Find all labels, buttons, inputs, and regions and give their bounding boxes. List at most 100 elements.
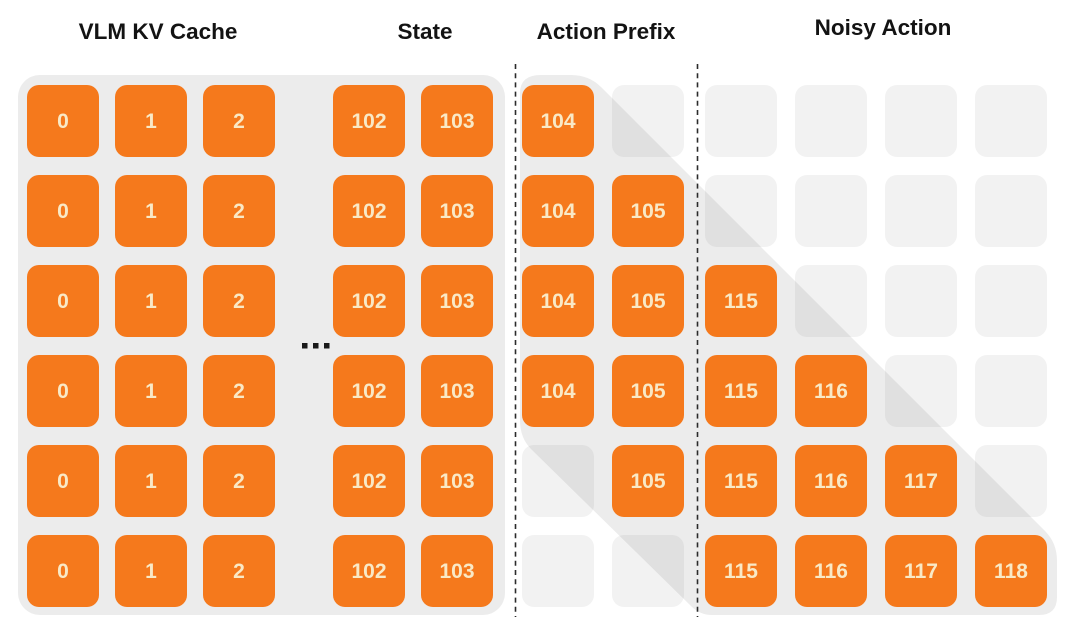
token-cell-label: 103 — [439, 470, 474, 493]
token-cell — [421, 535, 493, 607]
token-cell — [612, 265, 684, 337]
empty-cell — [522, 535, 594, 607]
empty-cell — [885, 265, 957, 337]
token-cell-label: 104 — [540, 290, 575, 313]
token-cell-label: 0 — [57, 380, 69, 403]
token-cell-label: 0 — [57, 560, 69, 583]
dividers — [514, 64, 699, 617]
token-cell — [115, 175, 187, 247]
token-cell-label: 116 — [814, 560, 848, 583]
token-cell — [333, 535, 405, 607]
empty-cell — [612, 535, 684, 607]
token-cell — [115, 355, 187, 427]
token-cell — [333, 445, 405, 517]
token-cell — [203, 355, 275, 427]
token-cell-label: 2 — [233, 470, 245, 493]
token-cell — [885, 445, 957, 517]
token-cell — [612, 355, 684, 427]
token-cell-label: 102 — [351, 470, 386, 493]
token-cell-label: 116 — [814, 380, 848, 403]
empty-cell — [795, 265, 867, 337]
token-cell — [522, 85, 594, 157]
token-cell — [203, 265, 275, 337]
section-label-state: State — [397, 19, 452, 44]
token-cell — [203, 445, 275, 517]
empty-cell — [975, 445, 1047, 517]
token-cell — [421, 265, 493, 337]
token-cell — [27, 355, 99, 427]
token-cell-label: 105 — [630, 470, 665, 493]
token-cell — [795, 535, 867, 607]
token-cell-label: 0 — [57, 200, 69, 223]
token-cell — [421, 175, 493, 247]
token-cell — [795, 355, 867, 427]
token-cell — [522, 265, 594, 337]
token-cell — [705, 445, 777, 517]
empty-cell — [975, 175, 1047, 247]
token-cell-label: 103 — [439, 110, 474, 133]
token-cell-label: 103 — [439, 200, 474, 223]
token-cell-label: 2 — [233, 380, 245, 403]
empty-cell — [975, 355, 1047, 427]
token-cell-label: 115 — [724, 560, 758, 583]
token-cell — [795, 445, 867, 517]
token-cell-label: 102 — [351, 290, 386, 313]
token-cell — [975, 535, 1047, 607]
token-cell-label: 1 — [145, 290, 157, 313]
token-cell — [115, 445, 187, 517]
token-cell — [333, 265, 405, 337]
empty-cell — [885, 355, 957, 427]
token-cell-label: 102 — [351, 380, 386, 403]
token-cell — [333, 355, 405, 427]
token-cell-label: 0 — [57, 290, 69, 313]
token-cell — [115, 85, 187, 157]
token-cell-label: 1 — [145, 200, 157, 223]
ellipsis-dot — [313, 343, 319, 349]
empty-cell — [975, 85, 1047, 157]
token-cell-label: 0 — [57, 110, 69, 133]
section-label-vlm-kv-cache: VLM KV Cache — [79, 19, 238, 44]
token-cell — [421, 85, 493, 157]
token-cell-label: 2 — [233, 200, 245, 223]
token-cell-label: 115 — [724, 380, 758, 403]
token-cell-label: 115 — [724, 290, 758, 313]
section-label-noisy-action: Noisy Action — [815, 15, 952, 40]
token-cell — [203, 85, 275, 157]
token-cell — [705, 355, 777, 427]
token-cell-label: 117 — [904, 560, 938, 583]
empty-cell — [885, 175, 957, 247]
token-cell-label: 1 — [145, 110, 157, 133]
empty-cell — [795, 175, 867, 247]
token-cell-label: 104 — [540, 200, 575, 223]
token-cell-label: 116 — [814, 470, 848, 493]
section-label-action-prefix: Action Prefix — [537, 19, 676, 44]
token-cell-label: 1 — [145, 380, 157, 403]
token-cell — [333, 85, 405, 157]
ellipsis-dot — [324, 343, 330, 349]
token-cell — [203, 175, 275, 247]
token-cell — [705, 535, 777, 607]
token-cell-label: 104 — [540, 110, 575, 133]
token-cell — [885, 535, 957, 607]
token-cell-label: 117 — [904, 470, 938, 493]
empty-cell — [975, 265, 1047, 337]
token-cell — [522, 175, 594, 247]
empty-cell — [705, 85, 777, 157]
token-cell — [333, 175, 405, 247]
token-grid: 0 1 2 102 103 104 0 1 2 102 103 104 105 0 1 2 102 103 104 1… — [27, 85, 1047, 607]
token-cell-label: 118 — [994, 560, 1028, 583]
token-cell-label: 115 — [724, 470, 758, 493]
token-cell — [27, 445, 99, 517]
token-cell-label: 103 — [439, 380, 474, 403]
token-cell-label: 1 — [145, 470, 157, 493]
empty-cell — [885, 85, 957, 157]
token-cell-label: 0 — [57, 470, 69, 493]
token-cell — [27, 85, 99, 157]
token-cell — [203, 535, 275, 607]
token-cell — [612, 175, 684, 247]
token-cell — [115, 535, 187, 607]
token-cell-label: 103 — [439, 560, 474, 583]
token-cell-label: 1 — [145, 560, 157, 583]
